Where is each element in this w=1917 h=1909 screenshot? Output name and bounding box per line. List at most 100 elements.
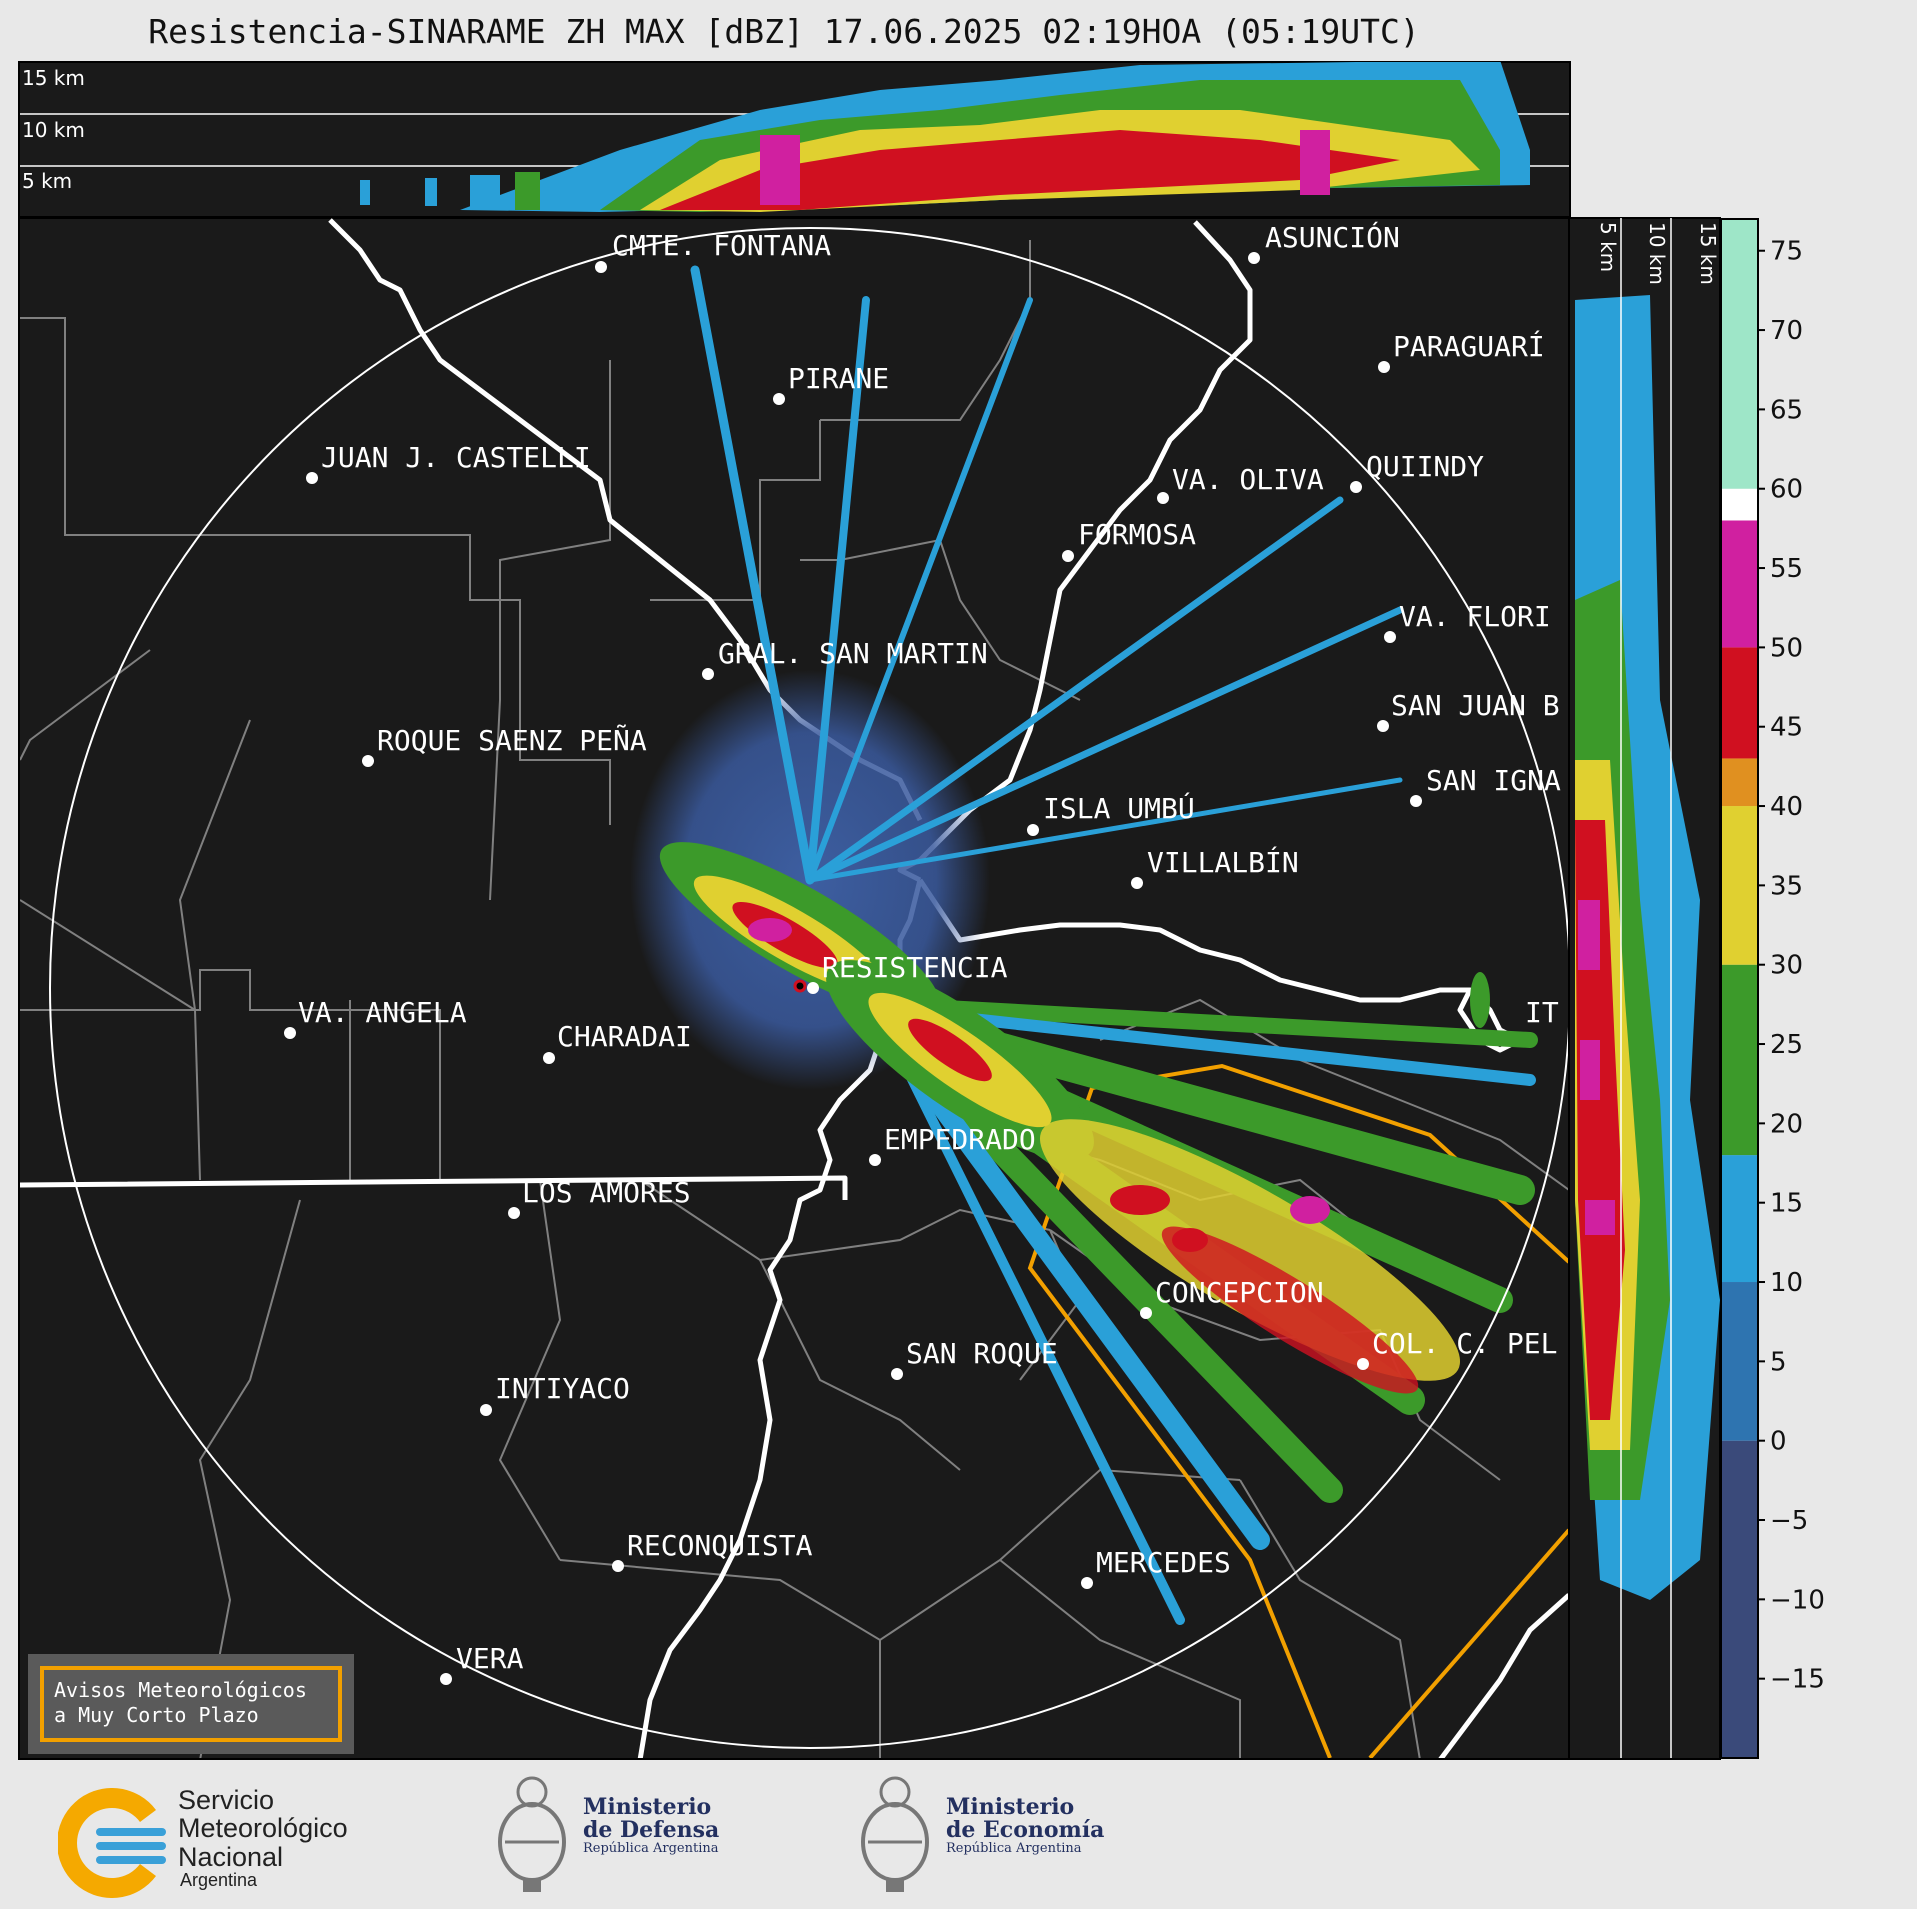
city-mercedes[interactable]: MERCEDES	[1081, 1546, 1231, 1589]
city-empedrado[interactable]: EMPEDRADO	[869, 1123, 1036, 1166]
colorbar-band	[1721, 1155, 1758, 1283]
city-paraguari[interactable]: PARAGUARÍ	[1378, 329, 1545, 373]
warning-line-1: Avisos Meteorológicos	[54, 1678, 307, 1702]
radar-map[interactable]: CMTE. FONTANA ASUNCIÓN PIRANE PARAGUARÍ …	[18, 217, 1571, 1760]
city-resistencia[interactable]: RESISTENCIA	[807, 951, 1008, 994]
city-label: VERA	[456, 1642, 524, 1675]
colorbar-tick-label: 60	[1770, 475, 1803, 505]
colorbar-tick-label: −5	[1770, 1506, 1808, 1536]
height-label-side-10km: 10 km	[1645, 222, 1669, 285]
height-profile-side-panel: 5 km 10 km 15 km	[1568, 217, 1721, 1760]
colorbar-band	[1721, 964, 1758, 1156]
economia-line-3: República Argentina	[946, 1841, 1082, 1857]
defensa-line-3: República Argentina	[583, 1841, 719, 1857]
smn-logo: Servicio Meteorológico Nacional Argentin…	[58, 1780, 398, 1898]
colorbar-tick-label: 30	[1770, 951, 1803, 981]
city-label: CMTE. FONTANA	[612, 229, 831, 262]
city-los-amores[interactable]: LOS AMORES	[508, 1176, 691, 1219]
smn-line-2: Meteorológico	[178, 1813, 348, 1844]
colorbar-tick-label: 15	[1770, 1189, 1803, 1219]
city-juan-j-castelli[interactable]: JUAN J. CASTELLI	[306, 441, 591, 484]
city-intiyaco[interactable]: INTIYACO	[480, 1372, 630, 1416]
city-label: COL. C. PEL	[1372, 1327, 1557, 1360]
colorbar-bands	[1721, 219, 1758, 1758]
city-label: RECONQUISTA	[627, 1529, 813, 1562]
city-vera[interactable]: VERA	[440, 1642, 524, 1685]
city-label: CHARADAI	[557, 1020, 692, 1053]
city-san-juan-b[interactable]: SAN JUAN B	[1377, 689, 1560, 732]
storm-cells	[659, 842, 1490, 1394]
economia-line-2: de Economía	[946, 1817, 1105, 1844]
city-quiindy[interactable]: QUIINDY	[1350, 450, 1484, 493]
city-col-c-pel[interactable]: COL. C. PEL	[1357, 1327, 1557, 1370]
city-va-oliva[interactable]: VA. OLIVA	[1157, 463, 1324, 504]
city-it[interactable]: IT	[1525, 996, 1559, 1029]
warning-info-box[interactable]: Avisos Meteorológicos a Muy Corto Plazo	[28, 1654, 354, 1754]
city-roque-saenz-pena[interactable]: ROQUE SAENZ PEÑA	[362, 723, 647, 767]
city-label: SAN ROQUE	[906, 1337, 1058, 1370]
height-label-side-15km: 15 km	[1696, 222, 1720, 285]
city-label: EMPEDRADO	[884, 1123, 1036, 1156]
colorbar-tick-label: 0	[1770, 1427, 1787, 1457]
city-asuncion[interactable]: ASUNCIÓN	[1248, 220, 1400, 264]
city-isla-umbu[interactable]: ISLA UMBÚ	[1027, 791, 1195, 836]
smn-line-4: Argentina	[180, 1870, 258, 1891]
height-profile-top-panel: 15 km 10 km 5 km	[18, 61, 1571, 218]
city-formosa[interactable]: FORMOSA	[1062, 518, 1196, 562]
city-label: FORMOSA	[1078, 518, 1196, 551]
height-label-top-5km: 5 km	[22, 169, 72, 193]
city-concepcion[interactable]: CONCEPCION	[1140, 1276, 1324, 1319]
city-label: CONCEPCION	[1155, 1276, 1324, 1309]
height-label-side-5km: 5 km	[1596, 222, 1620, 272]
city-label: GRAL. SAN MARTIN	[718, 637, 988, 670]
city-label: VA. FLORI	[1399, 600, 1551, 633]
city-va-angela[interactable]: VA. ANGELA	[284, 996, 467, 1039]
city-label: VA. ANGELA	[298, 996, 467, 1029]
colorbar-band	[1721, 1440, 1758, 1758]
colorbar-tick-label: 25	[1770, 1030, 1803, 1060]
city-gral-san-martin[interactable]: GRAL. SAN MARTIN	[702, 637, 988, 680]
colorbar-tick-label: 65	[1770, 395, 1803, 425]
city-label: SAN IGNA	[1426, 764, 1561, 797]
city-va-flori[interactable]: VA. FLORI	[1384, 600, 1551, 643]
colorbar-tick-label: 55	[1770, 554, 1803, 584]
colorbar-tick-label: 45	[1770, 713, 1803, 743]
city-san-igna[interactable]: SAN IGNA	[1410, 764, 1561, 807]
city-label: IT	[1525, 996, 1559, 1029]
colorbar-tick-label: 5	[1770, 1347, 1787, 1377]
city-label: ISLA UMBÚ	[1043, 791, 1195, 825]
coat-of-arms-icon	[498, 1776, 566, 1892]
city-label: VILLALBÍN	[1147, 845, 1299, 879]
colorbar-band	[1721, 647, 1758, 759]
radar-site-marker	[793, 979, 807, 993]
colorbar-band	[1721, 488, 1758, 521]
colorbar-tick-label: 20	[1770, 1109, 1803, 1139]
colorbar-tick-label: 40	[1770, 792, 1803, 822]
warning-info-frame: Avisos Meteorológicos a Muy Corto Plazo	[40, 1666, 342, 1742]
city-label: PIRANE	[788, 362, 889, 395]
city-label: PARAGUARÍ	[1393, 329, 1545, 363]
city-label: VA. OLIVA	[1172, 463, 1324, 496]
city-label: SAN JUAN B	[1391, 689, 1560, 722]
city-villalbin[interactable]: VILLALBÍN	[1131, 845, 1299, 889]
colorbar-tick-label: 70	[1770, 316, 1803, 346]
colorbar-tick-label: −15	[1770, 1665, 1825, 1695]
smn-line-3: Nacional	[178, 1841, 284, 1872]
city-charadai[interactable]: CHARADAI	[543, 1020, 692, 1064]
colorbar-tick-label: 50	[1770, 633, 1803, 663]
city-san-roque[interactable]: SAN ROQUE	[891, 1337, 1058, 1380]
colorbar-tick-label: −10	[1770, 1585, 1825, 1615]
city-pirane[interactable]: PIRANE	[773, 362, 889, 405]
colorbar-tick-label: 75	[1770, 237, 1803, 267]
city-label: ASUNCIÓN	[1265, 220, 1400, 254]
height-label-top-10km: 10 km	[22, 118, 85, 142]
city-cmte-fontana[interactable]: CMTE. FONTANA	[595, 229, 831, 273]
city-markers: CMTE. FONTANA ASUNCIÓN PIRANE PARAGUARÍ …	[284, 220, 1561, 1685]
range-ring	[49, 227, 1569, 1749]
city-label: INTIYACO	[495, 1372, 630, 1405]
city-reconquista[interactable]: RECONQUISTA	[612, 1529, 813, 1572]
city-label: JUAN J. CASTELLI	[321, 441, 591, 474]
